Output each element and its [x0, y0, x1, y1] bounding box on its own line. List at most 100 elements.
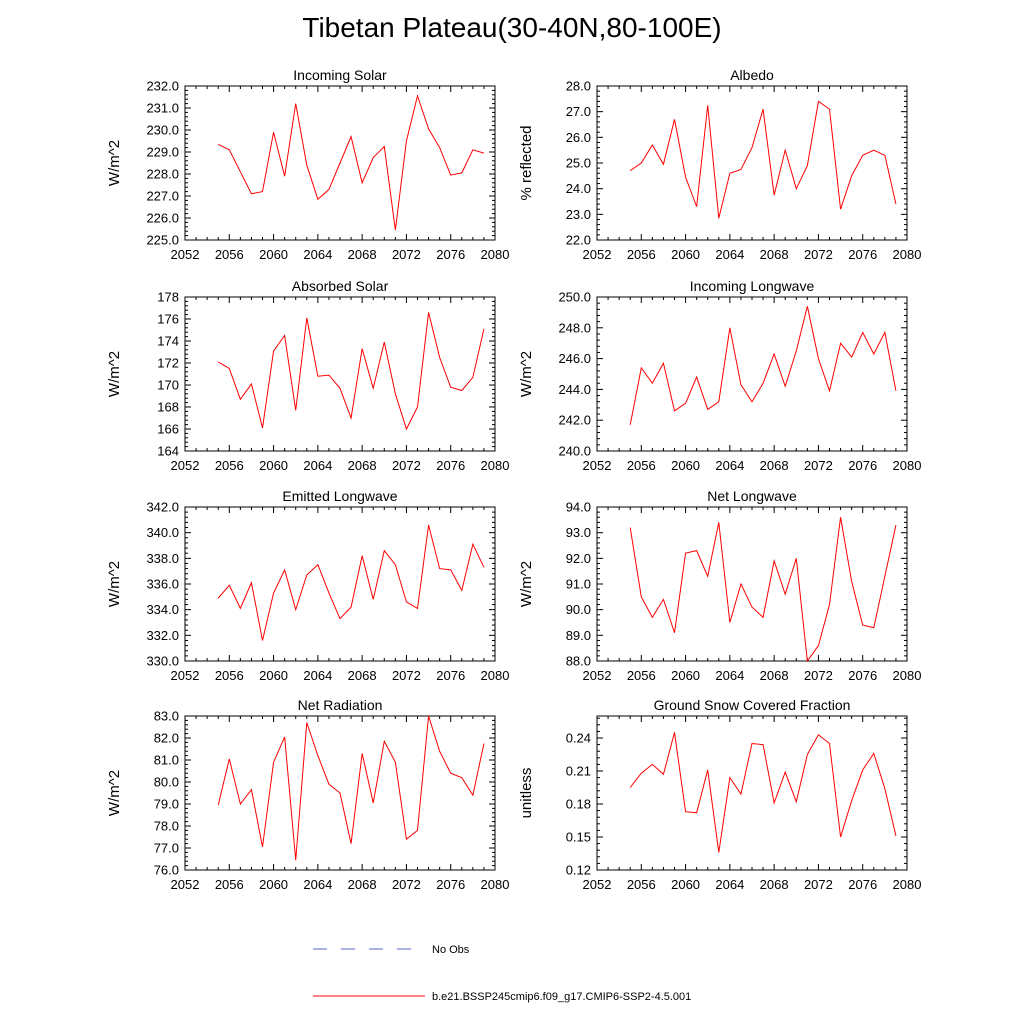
panel-8: Ground Snow Covered Fraction unitless 2052… [518, 697, 921, 892]
y-tick-label: 0.12 [566, 863, 591, 878]
x-tick-label: 2080 [481, 458, 510, 473]
y-axis-label: % reflected [518, 125, 535, 200]
page-title: Tibetan Plateau(30-40N,80-100E) [302, 12, 722, 43]
panel-title: Emitted Longwave [282, 488, 397, 504]
y-tick-label: 22.0 [566, 233, 591, 248]
x-tick-label: 2076 [436, 247, 465, 262]
y-tick-label: 93.0 [566, 525, 591, 540]
x-tick-label: 2052 [583, 458, 612, 473]
x-tick-label: 2056 [215, 247, 244, 262]
y-tick-label: 240.0 [558, 444, 591, 459]
panel-7: Net Radiation W/m^2 2052 2056 2060 2064 2068 20… [106, 697, 509, 892]
x-tick-label: 2060 [671, 247, 700, 262]
x-tick-label: 2060 [259, 247, 288, 262]
x-tick-label: 2060 [671, 668, 700, 683]
series-line [217, 312, 485, 431]
y-tick-label: 164 [157, 444, 179, 459]
y-tick-label: 24.0 [566, 181, 591, 196]
panel-3: Absorbed Solar W/m^2 2052 2056 2060 2064 2068 2… [106, 278, 509, 473]
plot-frame [596, 506, 908, 662]
panel-1: Incoming Solar W/m^2 2052 2056 2060 2064 2068 2… [106, 67, 509, 262]
x-tick-label: 2064 [303, 458, 332, 473]
y-tick-label: 242.0 [558, 413, 591, 428]
legend-no-obs-label: No Obs [432, 944, 470, 956]
y-tick-label: 230.0 [146, 123, 179, 138]
y-tick-label: 28.0 [566, 79, 591, 94]
y-tick-label: 227.0 [146, 189, 179, 204]
y-axis-label: unitless [518, 768, 535, 819]
x-tick-label: 2056 [627, 877, 656, 892]
y-tick-label: 170 [157, 378, 179, 393]
plot-frame [596, 85, 908, 241]
x-tick-label: 2072 [392, 668, 421, 683]
x-tick-label: 2072 [804, 247, 833, 262]
x-tick-label: 2064 [715, 458, 744, 473]
plot-frame [184, 506, 496, 662]
x-tick-label: 2080 [481, 668, 510, 683]
y-axis-label: W/m^2 [106, 561, 123, 607]
y-axis-label: W/m^2 [106, 140, 123, 186]
x-tick-label: 2072 [804, 877, 833, 892]
x-tick-label: 2060 [259, 668, 288, 683]
y-tick-label: 166 [157, 422, 179, 437]
y-tick-label: 232.0 [146, 79, 179, 94]
panel-title: Net Longwave [707, 488, 797, 504]
series-line [217, 715, 485, 861]
y-tick-label: 332.0 [146, 628, 179, 643]
x-tick-label: 2068 [348, 247, 377, 262]
y-tick-label: 342.0 [146, 500, 179, 515]
x-tick-label: 2056 [627, 668, 656, 683]
y-tick-label: 0.18 [566, 797, 591, 812]
x-tick-label: 2076 [848, 668, 877, 683]
series-line [629, 100, 897, 219]
series-line [217, 94, 485, 231]
y-tick-label: 25.0 [566, 156, 591, 171]
y-tick-label: 83.0 [154, 709, 179, 724]
x-tick-label: 2068 [760, 247, 789, 262]
series-line [629, 306, 897, 425]
y-tick-label: 168 [157, 400, 179, 415]
y-tick-label: 229.0 [146, 145, 179, 160]
panel-title: Incoming Longwave [690, 278, 815, 294]
y-tick-label: 79.0 [154, 797, 179, 812]
x-tick-label: 2064 [715, 668, 744, 683]
legend-model-label: b.e21.BSSP245cmip6.f09_g17.CMIP6-SSP2-4.… [432, 991, 691, 1003]
x-tick-label: 2072 [804, 458, 833, 473]
y-tick-label: 76.0 [154, 863, 179, 878]
y-tick-label: 88.0 [566, 654, 591, 669]
y-tick-label: 92.0 [566, 551, 591, 566]
y-tick-label: 172 [157, 356, 179, 371]
y-tick-label: 26.0 [566, 130, 591, 145]
x-tick-label: 2080 [481, 877, 510, 892]
y-tick-label: 330.0 [146, 654, 179, 669]
series-line [629, 517, 897, 663]
x-tick-label: 2056 [627, 247, 656, 262]
x-tick-label: 2056 [215, 877, 244, 892]
x-tick-label: 2060 [259, 458, 288, 473]
x-tick-label: 2052 [583, 877, 612, 892]
x-tick-label: 2064 [303, 877, 332, 892]
y-tick-label: 94.0 [566, 500, 591, 515]
x-tick-label: 2076 [436, 458, 465, 473]
y-tick-label: 231.0 [146, 101, 179, 116]
panel-title: Absorbed Solar [292, 278, 389, 294]
x-tick-label: 2052 [171, 668, 200, 683]
y-tick-label: 0.24 [566, 731, 591, 746]
x-tick-label: 2076 [436, 668, 465, 683]
series-line [629, 732, 897, 853]
x-tick-label: 2064 [303, 247, 332, 262]
x-tick-label: 2076 [848, 247, 877, 262]
x-tick-label: 2072 [392, 877, 421, 892]
y-tick-label: 90.0 [566, 602, 591, 617]
x-tick-label: 2076 [848, 877, 877, 892]
x-tick-label: 2080 [893, 247, 922, 262]
x-tick-label: 2064 [715, 877, 744, 892]
x-tick-label: 2060 [671, 458, 700, 473]
y-tick-label: 225.0 [146, 233, 179, 248]
y-axis-label: W/m^2 [106, 770, 123, 816]
x-tick-label: 2080 [893, 877, 922, 892]
y-tick-label: 23.0 [566, 207, 591, 222]
y-axis-label: W/m^2 [518, 561, 535, 607]
x-tick-label: 2068 [348, 458, 377, 473]
